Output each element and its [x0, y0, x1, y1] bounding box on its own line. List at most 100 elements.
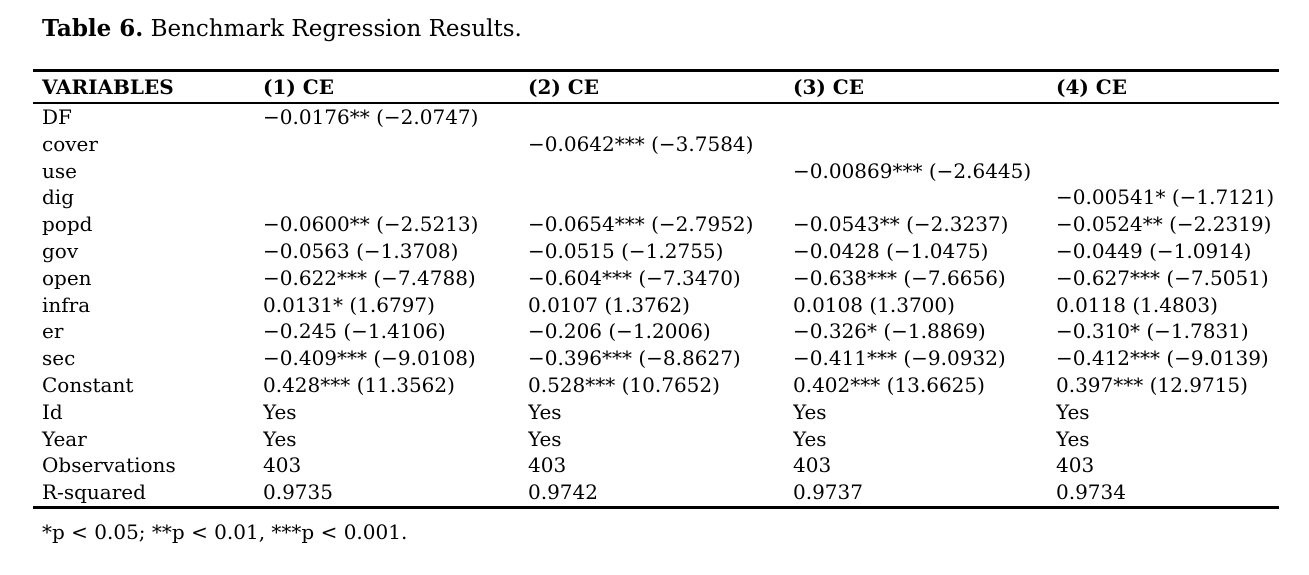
table-row: R-squared 0.9735 0.9742 0.9737 0.9734: [33, 479, 1279, 507]
table-row: infra 0.0131* (1.6797) 0.0107 (1.3762) 0.01…: [33, 292, 1279, 319]
table-row: Id Yes Yes Yes Yes: [33, 399, 1279, 426]
row-label: popd: [42, 212, 93, 237]
cell-value: [528, 103, 793, 131]
column-header-model-3: (3) CE: [793, 75, 864, 99]
table-row: cover −0.0642*** (−3.7584): [33, 131, 1279, 158]
cell-value: −0.310* (−1.7831): [1056, 319, 1249, 344]
cell-value: 0.9734: [1056, 480, 1126, 505]
cell-value: −0.00869*** (−2.6445): [793, 158, 1032, 183]
cell-value: −0.638*** (−7.6656): [793, 265, 1006, 290]
cell-value: 0.9737: [793, 480, 863, 505]
cell-value: 403: [263, 453, 302, 478]
cell-value: 0.0118 (1.4803): [1056, 292, 1218, 317]
table-row: gov −0.0563 (−1.3708) −0.0515 (−1.2755) −0.…: [33, 238, 1279, 265]
row-label: Year: [42, 426, 87, 451]
cell-value: −0.00541* (−1.7121): [1056, 185, 1275, 210]
document-page: Table 6. Benchmark Regression Results. V…: [33, 14, 1309, 544]
cell-value: −0.627*** (−7.5051): [1056, 265, 1269, 290]
cell-value: −0.622*** (−7.4788): [263, 265, 476, 290]
cell-value: [1056, 103, 1279, 131]
cell-value: Yes: [1056, 426, 1090, 451]
cell-value: 0.0108 (1.3700): [793, 292, 955, 317]
cell-value: 0.9742: [528, 480, 598, 505]
cell-value: [793, 103, 1056, 131]
regression-results-table: VARIABLES (1) CE (2) CE (3) CE (4) CE DF…: [33, 69, 1279, 509]
row-label: dig: [42, 185, 75, 210]
table-row: Year Yes Yes Yes Yes: [33, 426, 1279, 453]
cell-value: −0.206 (−1.2006): [528, 319, 711, 344]
row-label: Id: [42, 399, 63, 424]
cell-value: −0.409*** (−9.0108): [263, 346, 476, 371]
cell-value: −0.396*** (−8.8627): [528, 346, 741, 371]
table-row: Observations 403 403 403 403: [33, 452, 1279, 479]
cell-value: [528, 184, 793, 211]
cell-value: −0.604*** (−7.3470): [528, 265, 741, 290]
cell-value: 403: [1056, 453, 1095, 478]
column-header-variables: VARIABLES: [42, 75, 174, 99]
cell-value: −0.0428 (−1.0475): [793, 238, 989, 263]
cell-value: −0.0563 (−1.3708): [263, 238, 459, 263]
table-row: dig −0.00541* (−1.7121): [33, 184, 1279, 211]
cell-value: 0.0107 (1.3762): [528, 292, 690, 317]
table-header-row: VARIABLES (1) CE (2) CE (3) CE (4) CE: [33, 71, 1279, 103]
table-number: Table 6.: [42, 15, 144, 42]
row-label: R-squared: [42, 480, 146, 505]
table-row: Constant 0.428*** (11.3562) 0.528*** (10.7…: [33, 372, 1279, 399]
cell-value: −0.326* (−1.8869): [793, 319, 986, 344]
cell-value: −0.411*** (−9.0932): [793, 346, 1006, 371]
row-label: cover: [42, 131, 98, 156]
cell-value: −0.0543** (−2.3237): [793, 212, 1009, 237]
cell-value: −0.0515 (−1.2755): [528, 238, 724, 263]
cell-value: 0.528*** (10.7652): [528, 372, 720, 397]
cell-value: Yes: [1056, 399, 1090, 424]
cell-value: −0.412*** (−9.0139): [1056, 346, 1269, 371]
cell-value: 0.402*** (13.6625): [793, 372, 985, 397]
row-label: infra: [42, 292, 91, 317]
table-caption-text: Benchmark Regression Results.: [143, 16, 522, 42]
cell-value: [263, 158, 528, 185]
cell-value: 403: [793, 453, 832, 478]
cell-value: [1056, 158, 1279, 185]
cell-value: 0.428*** (11.3562): [263, 372, 455, 397]
table-row: use −0.00869*** (−2.6445): [33, 158, 1279, 185]
row-label: Observations: [42, 453, 176, 478]
cell-value: Yes: [263, 399, 297, 424]
row-label: gov: [42, 238, 79, 263]
cell-value: 0.9735: [263, 480, 333, 505]
table-row: DF −0.0176** (−2.0747): [33, 103, 1279, 131]
table-row: sec −0.409*** (−9.0108) −0.396*** (−8.8627…: [33, 345, 1279, 372]
row-label: Constant: [42, 372, 134, 397]
cell-value: −0.0176** (−2.0747): [263, 105, 479, 129]
cell-value: −0.0642*** (−3.7584): [528, 131, 754, 156]
column-header-model-1: (1) CE: [263, 75, 334, 99]
cell-value: [263, 184, 528, 211]
cell-value: −0.0524** (−2.2319): [1056, 212, 1272, 237]
cell-value: 0.397*** (12.9715): [1056, 372, 1248, 397]
significance-note: *p < 0.05; **p < 0.01, ***p < 0.001.: [42, 519, 408, 544]
row-label: sec: [42, 346, 76, 371]
table-row: er −0.245 (−1.4106) −0.206 (−1.2006) −0.326…: [33, 318, 1279, 345]
cell-value: −0.0600** (−2.5213): [263, 212, 479, 237]
cell-value: Yes: [263, 426, 297, 451]
cell-value: Yes: [528, 426, 562, 451]
table-header: VARIABLES (1) CE (2) CE (3) CE (4) CE: [33, 71, 1279, 103]
column-header-model-2: (2) CE: [528, 75, 599, 99]
cell-value: Yes: [528, 399, 562, 424]
column-header-model-4: (4) CE: [1056, 75, 1127, 99]
cell-value: Yes: [793, 399, 827, 424]
cell-value: [263, 131, 528, 158]
cell-value: 403: [528, 453, 567, 478]
table-body: DF −0.0176** (−2.0747) cover −0.0642*** (−3…: [33, 103, 1279, 507]
cell-value: [793, 131, 1056, 158]
cell-value: [528, 158, 793, 185]
row-label: open: [42, 265, 92, 290]
cell-value: −0.0449 (−1.0914): [1056, 238, 1252, 263]
table-caption: Table 6. Benchmark Regression Results.: [42, 14, 1309, 44]
row-label: use: [42, 158, 77, 183]
cell-value: [1056, 131, 1279, 158]
cell-value: [793, 184, 1056, 211]
cell-value: −0.0654*** (−2.7952): [528, 212, 754, 237]
cell-value: 0.0131* (1.6797): [263, 292, 435, 317]
row-label: er: [42, 319, 64, 344]
table-row: open −0.622*** (−7.4788) −0.604*** (−7.347…: [33, 265, 1279, 292]
